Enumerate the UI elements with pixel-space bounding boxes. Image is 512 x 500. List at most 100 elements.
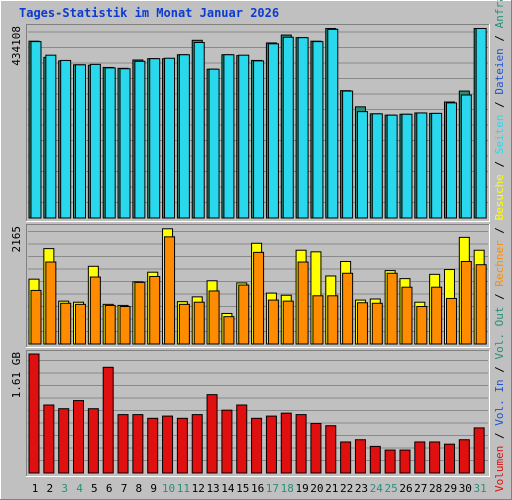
bar-volumen-day-31 <box>473 427 485 474</box>
right-legend-part: / <box>493 360 506 380</box>
bar-rechner-day-20 <box>312 295 324 345</box>
bar-seiten-day-6 <box>104 67 116 219</box>
x-tick-day-11: 11 <box>177 482 190 495</box>
x-tick-day-18: 18 <box>281 482 294 495</box>
right-legend-part: / <box>493 426 506 446</box>
bar-rechner-day-3 <box>60 302 72 345</box>
right-legend-part: / <box>493 154 506 174</box>
bar-rechner-day-26 <box>401 286 413 345</box>
bar-rechner-day-28 <box>431 286 443 345</box>
x-tick-day-26: 26 <box>399 482 412 495</box>
right-legend-part: Seiten <box>493 114 506 154</box>
bar-rechner-day-10 <box>164 236 176 345</box>
bar-seiten-day-18 <box>282 36 294 219</box>
bar-rechner-day-18 <box>282 300 294 345</box>
bar-rechner-day-6 <box>104 304 116 345</box>
bar-rechner-day-8 <box>134 281 146 345</box>
right-legend-part: Vol. Out <box>493 307 506 360</box>
bar-seiten-day-19 <box>297 37 309 219</box>
bar-volumen-day-2 <box>43 404 55 474</box>
panel-hits_pages: 434108 <box>10 24 490 222</box>
right-legend-part: Anfragen <box>493 0 506 28</box>
bar-seiten-day-20 <box>312 41 324 219</box>
bar-volumen-day-19 <box>295 414 307 474</box>
bar-rechner-day-30 <box>460 260 472 345</box>
bar-seiten-day-29 <box>445 102 457 219</box>
bar-seiten-day-23 <box>356 111 368 219</box>
bar-volumen-day-15 <box>236 404 248 474</box>
x-tick-labels: 1 2 3 4 5 6 7 8 9 10 11 12 13 14 15 16 17 18 19 20 21 22 23 24 2… <box>32 482 487 495</box>
bar-rechner-day-19 <box>297 261 309 345</box>
bar-volumen-day-13 <box>206 394 218 474</box>
x-tick-day-27: 27 <box>414 482 427 495</box>
bar-rechner-day-27 <box>416 305 428 345</box>
series-rechner <box>30 236 487 345</box>
bar-rechner-day-5 <box>89 276 101 345</box>
bar-rechner-day-25 <box>386 272 398 345</box>
bar-seiten-day-22 <box>342 90 354 219</box>
bar-volumen-day-11 <box>176 417 188 474</box>
bar-rechner-day-31 <box>475 264 487 345</box>
bar-seiten-day-24 <box>371 113 383 219</box>
bar-volumen-day-1 <box>28 353 40 474</box>
bar-seiten-day-5 <box>89 63 101 219</box>
x-tick-day-23: 23 <box>355 482 368 495</box>
bar-rechner-day-12 <box>193 301 205 345</box>
bar-volumen-day-22 <box>340 441 352 474</box>
bar-rechner-day-23 <box>356 302 368 345</box>
bar-volumen-day-16 <box>251 417 263 474</box>
x-tick-day-19: 19 <box>295 482 308 495</box>
bar-volumen-day-3 <box>58 408 70 474</box>
bar-seiten-day-11 <box>178 54 190 219</box>
bar-seiten-day-14 <box>223 54 235 219</box>
bar-seiten-day-26 <box>401 113 413 219</box>
bar-volumen-day-7 <box>117 414 129 474</box>
x-tick-day-30: 30 <box>459 482 472 495</box>
y-axis-max-label: 2165 <box>10 226 23 253</box>
bar-seiten-day-16 <box>253 60 265 219</box>
x-tick-day-10: 10 <box>162 482 175 495</box>
bar-rechner-day-9 <box>149 275 161 345</box>
x-tick-day-7: 7 <box>121 482 128 495</box>
bar-volumen-day-29 <box>443 443 455 474</box>
x-tick-day-24: 24 <box>370 482 384 495</box>
x-tick-day-8: 8 <box>136 482 143 495</box>
bar-seiten-day-10 <box>164 57 176 219</box>
right-legend-part: Volumen <box>493 446 506 492</box>
bar-seiten-day-25 <box>386 114 398 219</box>
bar-volumen-day-6 <box>102 366 114 474</box>
bar-seiten-day-27 <box>416 112 428 219</box>
panel-visits_sites: 2165 <box>10 224 490 348</box>
bar-volumen-day-30 <box>458 439 470 474</box>
x-tick-day-20: 20 <box>310 482 323 495</box>
bar-rechner-day-4 <box>75 303 87 345</box>
x-tick-day-15: 15 <box>236 482 249 495</box>
x-tick-day-14: 14 <box>221 482 235 495</box>
bar-seiten-day-12 <box>193 41 205 219</box>
x-tick-day-4: 4 <box>76 482 83 495</box>
bar-rechner-day-15 <box>238 284 250 345</box>
bar-seiten-day-3 <box>60 59 72 219</box>
y-axis-max-label: 434108 <box>10 26 23 66</box>
x-tick-day-5: 5 <box>91 482 98 495</box>
bar-volumen-day-10 <box>162 415 174 474</box>
right-legend-part: Vol. In <box>493 379 506 425</box>
right-legend-part: Besuche <box>493 174 506 220</box>
x-tick-day-16: 16 <box>251 482 264 495</box>
bar-volumen-day-17 <box>265 415 277 474</box>
bar-volumen-day-23 <box>354 439 366 474</box>
series-seiten <box>30 27 487 219</box>
bar-seiten-day-4 <box>75 64 87 219</box>
bar-seiten-day-21 <box>327 28 339 219</box>
bar-seiten-day-15 <box>238 54 250 219</box>
chart-panels: 434108 2165 1.61 GB <box>10 24 490 477</box>
bar-rechner-day-14 <box>223 316 235 345</box>
x-tick-day-6: 6 <box>106 482 113 495</box>
bar-rechner-day-17 <box>267 299 279 345</box>
bar-rechner-day-7 <box>119 305 131 345</box>
bar-seiten-day-9 <box>149 58 161 219</box>
x-tick-day-17: 17 <box>266 482 279 495</box>
bar-volumen-day-18 <box>280 412 292 474</box>
bar-volumen-day-4 <box>73 400 85 474</box>
bar-seiten-day-8 <box>134 60 146 219</box>
